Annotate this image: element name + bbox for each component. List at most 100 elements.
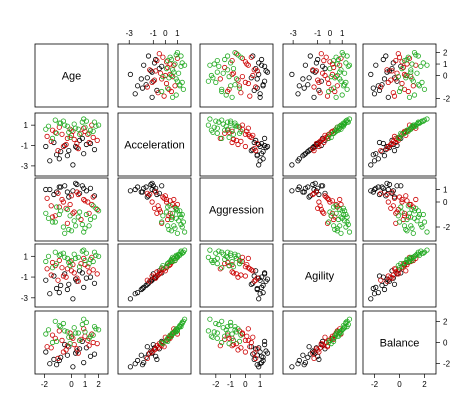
data-point: [343, 79, 349, 86]
data-point: [52, 117, 58, 123]
data-point: [149, 79, 155, 86]
data-point: [373, 151, 379, 157]
data-point: [401, 210, 408, 216]
data-point: [150, 78, 156, 84]
data-point: [63, 205, 69, 211]
data-point: [179, 79, 185, 86]
data-point: [219, 339, 225, 346]
data-point: [389, 275, 395, 281]
data-point: [334, 61, 340, 67]
data-point: [79, 270, 85, 276]
data-point: [310, 191, 316, 198]
data-point: [226, 262, 232, 269]
data-point: [62, 230, 68, 236]
data-point: [64, 123, 71, 129]
data-point: [78, 336, 84, 342]
data-point: [171, 223, 177, 229]
data-point: [159, 63, 165, 69]
data-point: [296, 83, 302, 89]
data-point: [334, 225, 340, 231]
data-point: [384, 278, 390, 284]
data-point: [68, 228, 75, 234]
data-point: [225, 53, 231, 59]
data-point: [64, 266, 71, 272]
data-point: [229, 269, 235, 275]
data-point: [375, 156, 381, 162]
data-point: [153, 353, 159, 359]
data-point: [47, 186, 53, 193]
data-point: [135, 184, 141, 190]
data-point: [160, 340, 166, 347]
data-point: [229, 139, 235, 146]
tick-label: 0: [443, 339, 448, 348]
data-point: [254, 346, 260, 352]
data-point: [239, 55, 245, 61]
data-point: [250, 334, 256, 340]
data-point: [81, 125, 87, 131]
data-point: [74, 189, 80, 195]
data-point: [149, 180, 155, 186]
data-point: [149, 349, 155, 355]
data-point: [58, 354, 64, 360]
data-point: [64, 153, 71, 159]
data-point: [328, 134, 334, 140]
tick-label: 1: [443, 186, 448, 195]
data-point: [96, 327, 102, 333]
data-point: [340, 83, 346, 89]
data-point: [219, 88, 225, 95]
data-point: [220, 121, 226, 127]
data-point: [373, 62, 379, 68]
data-point: [75, 126, 81, 132]
data-point: [253, 277, 259, 283]
data-point: [254, 85, 260, 91]
data-point: [53, 260, 60, 267]
data-point: [346, 229, 353, 235]
data-point: [368, 71, 374, 78]
data-point: [59, 337, 65, 343]
data-point: [235, 274, 241, 280]
data-point: [400, 64, 406, 71]
data-point: [261, 63, 268, 69]
data-point: [159, 219, 165, 225]
data-point: [70, 296, 76, 302]
data-point: [324, 76, 331, 82]
data-point: [332, 127, 338, 133]
data-point: [75, 278, 81, 284]
data-point: [93, 252, 99, 258]
data-point: [424, 247, 430, 253]
data-point: [260, 83, 266, 89]
data-point: [55, 190, 61, 196]
data-point: [401, 223, 408, 229]
data-point: [384, 191, 390, 198]
data-point: [82, 257, 88, 264]
data-point: [228, 120, 234, 126]
data-point: [398, 85, 404, 91]
data-point: [401, 260, 408, 267]
panel-aggression-vs-aggression: [199, 177, 274, 242]
data-point: [338, 55, 344, 61]
data-point: [157, 70, 164, 76]
data-point: [370, 189, 376, 195]
data-point: [161, 195, 167, 201]
data-point: [64, 189, 71, 195]
data-point: [179, 224, 185, 230]
data-point: [135, 83, 141, 89]
data-point: [419, 79, 425, 86]
data-point: [233, 329, 240, 335]
tick-label: -1: [150, 29, 158, 38]
data-point: [165, 204, 171, 210]
data-point: [163, 264, 170, 270]
data-point: [73, 223, 79, 229]
data-point: [75, 214, 81, 220]
data-point: [403, 268, 409, 274]
data-point: [343, 211, 349, 218]
data-point: [341, 218, 348, 224]
data-point: [316, 79, 322, 86]
data-point: [172, 61, 178, 67]
data-point: [43, 186, 49, 193]
data-point: [74, 346, 80, 352]
data-point: [295, 91, 301, 97]
data-point: [258, 353, 265, 359]
data-point: [64, 329, 71, 335]
data-point: [49, 127, 56, 133]
